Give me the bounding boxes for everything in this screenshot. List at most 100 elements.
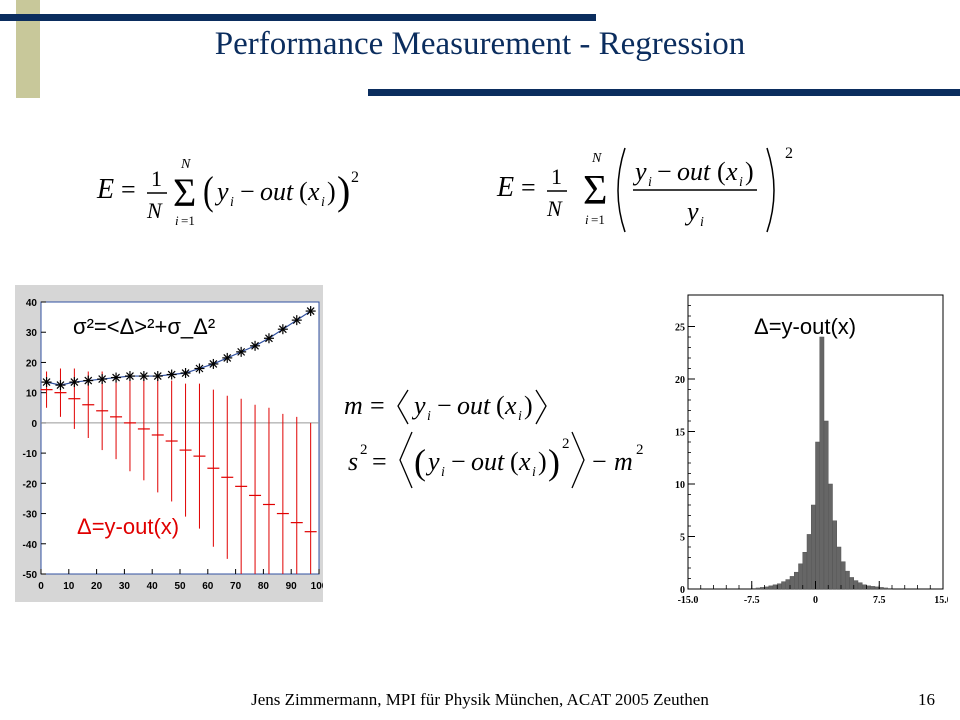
svg-text:N: N — [591, 151, 602, 166]
delta-annotation: Δ=y-out(x) — [77, 514, 179, 539]
svg-text:s: s — [348, 447, 358, 476]
svg-text:out: out — [457, 391, 491, 420]
x-tick-label: 15.0 — [934, 595, 948, 606]
histogram-bar — [879, 587, 884, 590]
sigma-point — [138, 371, 149, 382]
histogram-bar — [819, 336, 825, 590]
svg-text:Σ: Σ — [173, 170, 196, 215]
x-tick-label: 30 — [119, 581, 131, 592]
svg-text:−: − — [451, 447, 466, 476]
slide-title: Performance Measurement - Regression — [214, 26, 746, 62]
svg-text:=1: =1 — [181, 213, 195, 228]
y-tick-label: -20 — [23, 479, 38, 490]
sigma-point — [180, 368, 191, 379]
svg-text:out: out — [677, 157, 711, 186]
svg-text:): ) — [548, 442, 560, 482]
histogram-bar — [853, 580, 859, 590]
svg-text:y: y — [632, 157, 647, 186]
svg-text:i: i — [700, 215, 704, 230]
sigma-point — [305, 306, 316, 317]
histogram-bar — [755, 587, 761, 590]
svg-text:(: ( — [299, 177, 308, 206]
y-tick-label: 0 — [680, 585, 685, 596]
svg-text:2: 2 — [785, 145, 793, 162]
y-tick-label: 40 — [26, 298, 38, 309]
svg-text:=: = — [370, 391, 385, 420]
svg-text:1: 1 — [151, 166, 162, 191]
sigma-point — [208, 358, 219, 369]
svg-text:=1: =1 — [591, 212, 605, 227]
plot-area — [40, 301, 320, 575]
sigma-point — [291, 315, 302, 326]
svg-text:2: 2 — [636, 442, 644, 458]
svg-text:N: N — [146, 198, 163, 223]
histogram-bar — [802, 552, 808, 590]
svg-text:out: out — [260, 177, 294, 206]
svg-text:): ) — [524, 391, 533, 420]
svg-text:): ) — [745, 157, 754, 186]
histogram-bar — [836, 546, 842, 590]
svg-text:2: 2 — [351, 169, 359, 186]
svg-text:x: x — [725, 157, 738, 186]
histogram-bar — [806, 534, 812, 590]
formula-mse: E = 1 N N Σ i =1 ( y i − out ( x i ) ) 2 — [96, 157, 359, 228]
histogram-bar — [760, 587, 765, 590]
svg-text:=: = — [121, 175, 136, 204]
x-tick-label: 10 — [63, 581, 75, 592]
histogram-bar — [883, 587, 888, 590]
histogram-bar — [777, 583, 782, 590]
x-tick-label: 20 — [91, 581, 103, 592]
svg-text:i: i — [230, 195, 234, 210]
histogram-bar — [857, 582, 863, 590]
svg-text:x: x — [504, 391, 517, 420]
svg-text:y: y — [684, 197, 699, 226]
histogram-bar — [845, 570, 850, 590]
svg-text:y: y — [425, 447, 440, 476]
page-number: 16 — [918, 690, 935, 709]
sigma-point — [69, 377, 80, 388]
svg-text:i: i — [739, 175, 743, 190]
histogram-bar — [887, 588, 893, 590]
svg-text:=: = — [521, 173, 536, 202]
svg-text:i: i — [441, 465, 445, 480]
svg-text:i: i — [585, 212, 589, 227]
histogram-bar — [849, 577, 854, 590]
histogram-bar — [815, 441, 820, 590]
svg-text:x: x — [307, 177, 320, 206]
x-tick-label: 80 — [258, 581, 270, 592]
title-bar-bottom — [368, 89, 960, 96]
sigma-point — [152, 371, 163, 382]
svg-text:): ) — [327, 177, 336, 206]
sigma-point — [250, 340, 261, 351]
svg-text:i: i — [321, 195, 325, 210]
svg-text:i: i — [518, 409, 522, 424]
sigma-point — [194, 363, 205, 374]
x-tick-label: 90 — [286, 581, 298, 592]
svg-text:i: i — [648, 175, 652, 190]
sigma-point — [236, 346, 247, 357]
sigma-annotation: σ²=<Δ>²+σ_Δ² — [73, 314, 215, 339]
residual-histogram-chart: 0 5 10 15 20 25 -15.0 -7.5 0 7.5 15.0 Δ=y-out(x) — [668, 292, 948, 610]
svg-text:2: 2 — [562, 436, 570, 452]
histogram-bar — [862, 584, 867, 590]
formula-mean: m = y i − out ( x i ) — [344, 389, 547, 425]
sigma-point — [97, 374, 108, 385]
x-tick-label: 60 — [202, 581, 214, 592]
histogram-bar — [794, 571, 799, 590]
title-bar-top — [0, 14, 596, 21]
y-tick-label: -30 — [23, 510, 38, 521]
slide-footer: Jens Zimmermann, MPI für Physik München,… — [251, 690, 709, 709]
histogram-bar — [870, 586, 876, 590]
histogram-bar — [772, 584, 778, 590]
svg-text:Σ: Σ — [583, 168, 607, 214]
sigma-point — [277, 324, 288, 335]
svg-text:(: ( — [203, 169, 214, 213]
histogram-bar — [840, 561, 846, 590]
histogram-bar — [789, 576, 795, 590]
x-tick-label: 0 — [38, 581, 44, 592]
y-tick-label: 10 — [26, 389, 38, 400]
svg-text:i: i — [532, 465, 536, 480]
histogram-bar — [798, 563, 803, 590]
svg-text:): ) — [538, 447, 547, 476]
